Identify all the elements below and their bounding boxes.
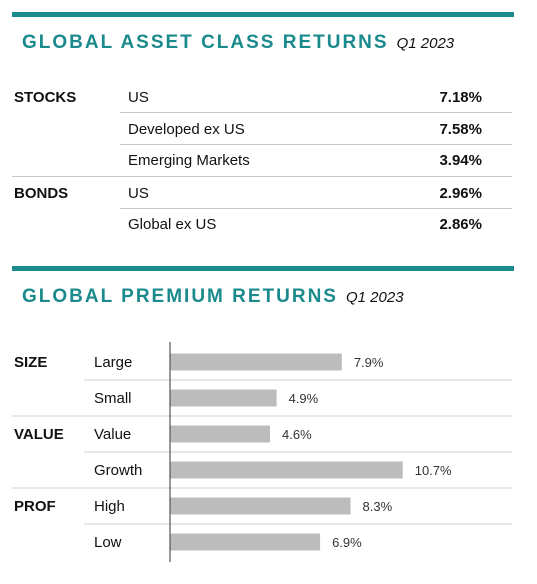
premium-returns-chart: Large 7.9% Small 4.9% Value 4.6% Growth 10.7% Hi… [12, 342, 512, 562]
asset-title-text: GLOBAL ASSET CLASS RETURNS [22, 32, 389, 53]
data-label: 10.7% [415, 463, 452, 478]
category-label: Growth [94, 462, 142, 479]
premium-title-text: GLOBAL PREMIUM RETURNS [22, 286, 338, 307]
category-label: Low [94, 534, 122, 551]
asset-section-title: GLOBAL ASSET CLASS RETURNS Q1 2023 [22, 32, 454, 54]
bar-high [170, 497, 351, 515]
group-label-stocks: STOCKS [14, 89, 77, 106]
premium-period: Q1 2023 [345, 289, 404, 306]
row-value: 2.96% [439, 185, 482, 202]
category-label: Large [94, 354, 132, 371]
group-label-size: SIZE [14, 354, 47, 371]
premium-section-title: GLOBAL PREMIUM RETURNS Q1 2023 [22, 286, 404, 308]
middle-accent-rule [12, 266, 514, 271]
row-label: Emerging Markets [128, 152, 250, 169]
category-label: Small [94, 390, 132, 407]
row-label: US [128, 185, 149, 202]
category-label: High [94, 498, 125, 515]
row-label: US [128, 89, 149, 106]
bar-growth [170, 461, 403, 479]
bar-low [170, 533, 321, 551]
asset-period: Q1 2023 [396, 35, 455, 52]
data-label: 6.9% [332, 535, 362, 550]
data-label: 7.9% [354, 355, 384, 370]
group-label-value: VALUE [14, 426, 64, 443]
group-label-bonds: BONDS [14, 185, 69, 202]
data-label: 4.9% [289, 391, 319, 406]
row-divider [120, 208, 512, 209]
data-label: 4.6% [282, 427, 312, 442]
top-accent-rule [12, 12, 514, 17]
group-divider [12, 176, 512, 177]
row-label: Developed ex US [128, 121, 245, 138]
bar-value [170, 425, 271, 443]
row-divider [120, 144, 512, 145]
row-divider [120, 112, 512, 113]
row-value: 7.18% [439, 89, 482, 106]
row-value: 2.86% [439, 216, 482, 233]
row-value: 7.58% [439, 121, 482, 138]
group-label-prof: PROF [14, 498, 56, 515]
bar-small [170, 389, 277, 407]
row-label: Global ex US [128, 216, 217, 233]
row-value: 3.94% [439, 152, 482, 169]
category-label: Value [94, 426, 131, 443]
data-label: 8.3% [363, 499, 393, 514]
bar-large [170, 353, 342, 371]
